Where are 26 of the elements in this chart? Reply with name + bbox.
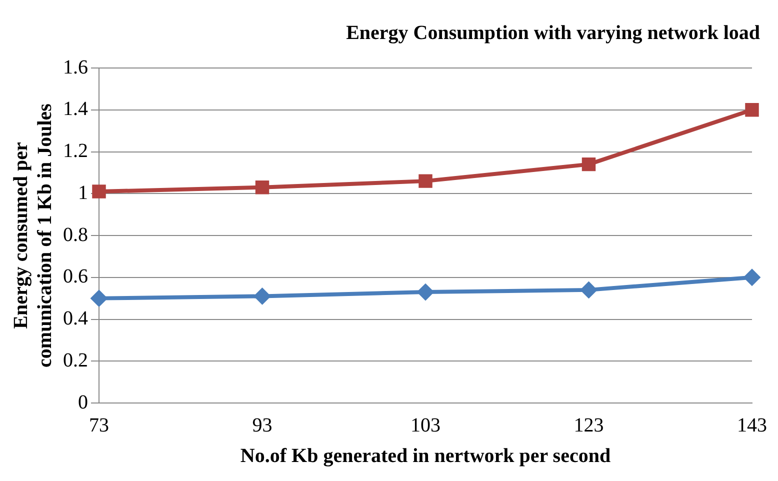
- point: [745, 103, 759, 117]
- point: [255, 180, 270, 194]
- y-axis-title: Energy consumed per comunication of 1 Kb in Joules: [10, 103, 56, 368]
- y-tick-label: 0.6: [63, 266, 88, 288]
- point: [90, 290, 108, 307]
- y-tick-label: 1.6: [63, 56, 88, 78]
- y-tick-label: 1.2: [63, 140, 88, 162]
- point: [580, 281, 598, 298]
- point: [418, 174, 432, 188]
- y-tick-label: 0: [78, 391, 88, 414]
- x-axis-title: No.of Kb generated in nertwork per second: [240, 445, 611, 468]
- point: [582, 157, 596, 172]
- x-tick-label: 143: [737, 414, 767, 436]
- chart-title: Energy Consumption with varying network load: [346, 22, 760, 44]
- point: [744, 268, 760, 286]
- x-tick-label: 93: [252, 414, 272, 436]
- y-tick-label: 1: [78, 182, 88, 204]
- y-tick-label: 1.4: [63, 98, 88, 120]
- x-tick-label: 123: [574, 414, 604, 436]
- y-tick-label: 0.8: [63, 224, 88, 246]
- x-tick-label: 73: [89, 414, 109, 436]
- y-tick-label: 0.4: [63, 308, 88, 330]
- y-tick-label: 0.2: [63, 349, 88, 372]
- point: [417, 284, 434, 301]
- point: [254, 288, 271, 305]
- x-tick-label: 103: [410, 414, 440, 436]
